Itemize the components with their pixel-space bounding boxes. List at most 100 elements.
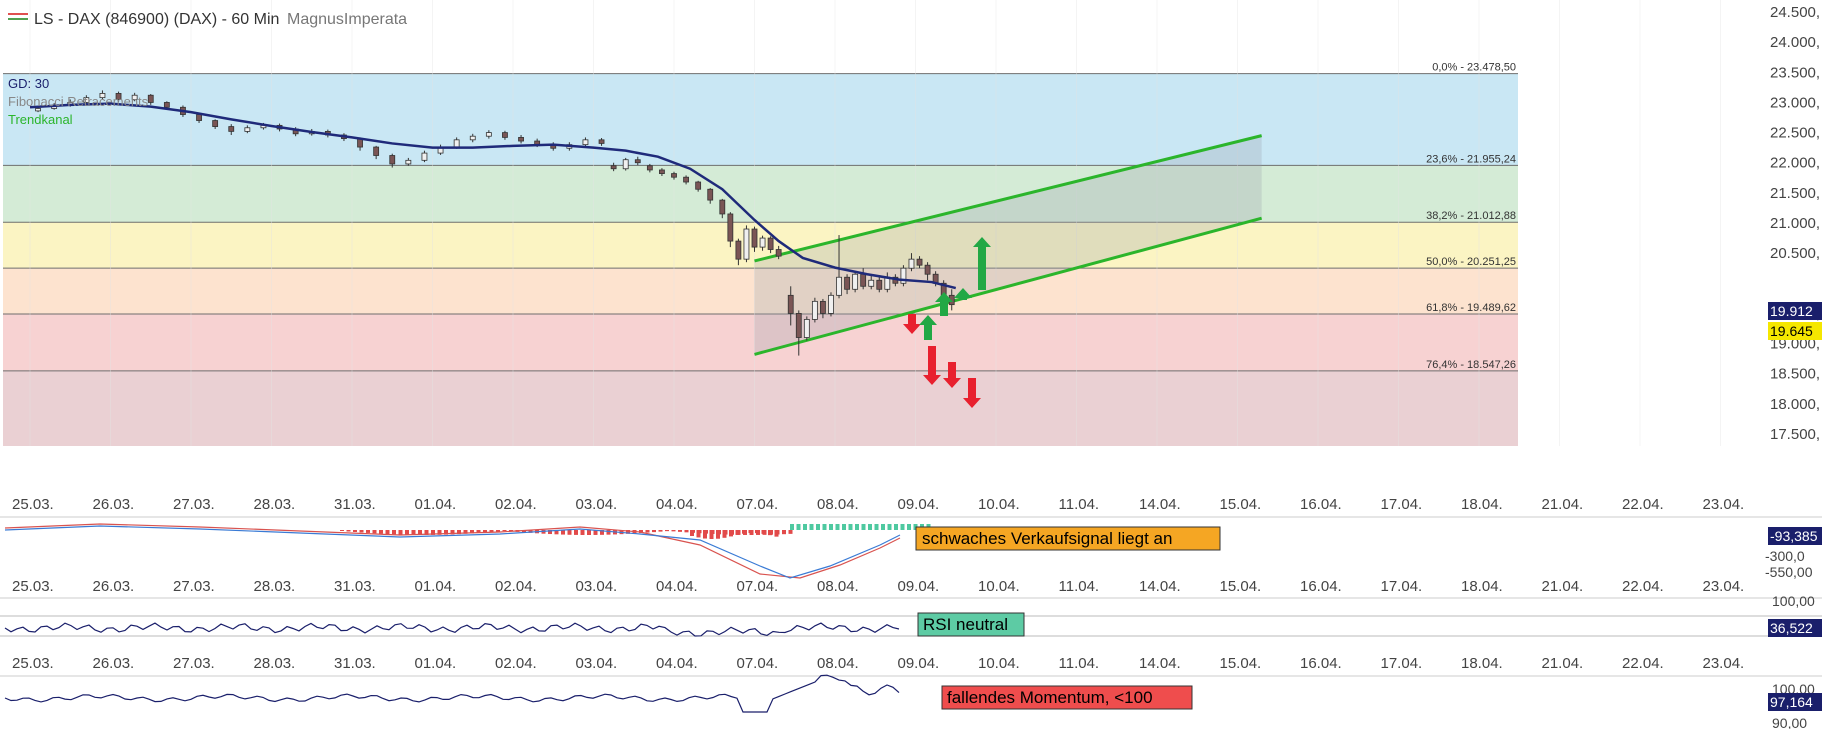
down-arrow <box>923 346 941 385</box>
macd-histogram-bar <box>411 530 416 535</box>
macd-histogram-bar <box>684 530 689 533</box>
x-tick-label: 28.03. <box>254 496 296 513</box>
macd-histogram-bar <box>748 530 753 534</box>
candle <box>707 188 714 201</box>
current-price-tag: 19.912 <box>1770 303 1813 319</box>
macd-histogram-bar <box>548 530 552 535</box>
macd-histogram-bar <box>398 530 403 535</box>
y-tick-label: -550,00 <box>1765 564 1813 580</box>
author-label: MagnusImperata <box>287 11 407 28</box>
candle <box>469 135 476 141</box>
x-tick-label: 25.03. <box>12 655 54 672</box>
candle <box>683 176 689 183</box>
macd-histogram-bar <box>359 530 364 533</box>
macd-histogram-bar <box>444 530 448 535</box>
candle <box>868 279 875 287</box>
up-arrow <box>935 292 953 316</box>
macd-histogram-bar <box>887 524 892 530</box>
x-tick-label: 09.04. <box>898 496 940 513</box>
x-tick-label: 08.04. <box>817 578 859 595</box>
macd-histogram-bar <box>816 524 820 530</box>
fib-level-label: 38,2% - 21.012,88 <box>1426 210 1516 222</box>
y-tick-label: 90,00 <box>1772 715 1807 729</box>
candle <box>811 300 818 320</box>
x-tick-label: 10.04. <box>978 496 1020 513</box>
candle <box>659 169 665 174</box>
macd-annotation: schwaches Verkaufsignal liegt an <box>922 529 1172 548</box>
macd-signal-line <box>4 523 901 579</box>
candle <box>727 213 734 242</box>
macd-histogram-bar <box>861 524 866 530</box>
candle <box>735 240 742 260</box>
x-tick-label: 01.04. <box>415 655 457 672</box>
candle <box>844 276 850 290</box>
candle <box>852 273 859 290</box>
macd-histogram-bar <box>639 530 643 534</box>
candle <box>244 127 251 132</box>
x-tick-label: 02.04. <box>495 496 537 513</box>
chart-title: LS - DAX (846900) (DAX) - 60 Min <box>34 11 279 28</box>
x-tick-label: 17.04. <box>1381 578 1423 595</box>
macd-histogram-bar <box>424 530 429 535</box>
macd-histogram-bar <box>470 530 474 534</box>
macd-histogram-bar <box>418 530 422 535</box>
macd-histogram-bar <box>822 524 827 530</box>
x-tick-label: 22.04. <box>1622 496 1664 513</box>
y-tick-label: -300,0 <box>1765 548 1805 564</box>
macd-histogram-bar <box>405 530 409 535</box>
macd-histogram-bar <box>580 530 585 535</box>
rsi-line <box>4 622 900 637</box>
macd-histogram-bar <box>729 530 733 537</box>
x-tick-label: 15.04. <box>1220 655 1262 672</box>
candle <box>924 264 931 275</box>
candle <box>876 279 883 290</box>
x-tick-label: 09.04. <box>898 655 940 672</box>
candle <box>803 319 810 338</box>
candle <box>795 313 802 338</box>
candle <box>485 132 492 137</box>
fib-band <box>3 370 1518 446</box>
macd-histogram-bar <box>803 524 807 530</box>
fib-band <box>3 165 1518 223</box>
momentum-value-tag-bg <box>1768 693 1822 711</box>
macd-histogram-bar <box>690 530 694 536</box>
x-tick-label: 03.04. <box>576 655 618 672</box>
x-tick-label: 01.04. <box>415 578 457 595</box>
macd-histogram-bar <box>431 530 435 535</box>
x-tick-label: 11.04. <box>1059 578 1100 595</box>
macd-histogram-bar <box>554 530 559 535</box>
x-tick-label: 27.03. <box>173 578 215 595</box>
x-tick-label: 07.04. <box>737 655 779 672</box>
macd-histogram-bar <box>353 530 357 532</box>
x-tick-label: 16.04. <box>1300 655 1342 672</box>
fib-level-label: 23,6% - 21.955,24 <box>1426 153 1516 165</box>
x-tick-label: 27.03. <box>173 655 215 672</box>
x-tick-label: 31.03. <box>334 578 376 595</box>
x-tick-label: 18.04. <box>1461 578 1503 595</box>
x-tick-label: 03.04. <box>576 578 618 595</box>
fib-level-label: 76,4% - 18.547,26 <box>1426 359 1516 371</box>
candle <box>908 258 915 269</box>
momentum-annotation: fallendes Momentum, <100 <box>947 688 1153 707</box>
x-tick-label: 17.04. <box>1381 655 1423 672</box>
candle <box>518 137 524 142</box>
candle <box>453 139 460 148</box>
macd-histogram-bar <box>788 530 793 534</box>
candle <box>634 159 641 164</box>
macd-histogram-bar <box>522 530 526 533</box>
x-tick-label: 28.03. <box>254 578 296 595</box>
candle <box>163 102 170 108</box>
x-tick-label: 04.04. <box>656 655 698 672</box>
macd-histogram-bar <box>665 530 669 532</box>
candle <box>99 93 106 99</box>
y-tick-label: 23.500, <box>1770 64 1820 81</box>
macd-histogram-bar <box>809 524 814 530</box>
x-tick-label: 25.03. <box>12 496 54 513</box>
x-tick-label: 15.04. <box>1220 496 1262 513</box>
candle <box>787 294 794 314</box>
macd-histogram-bar <box>829 524 833 530</box>
macd-annotation-box <box>915 526 1221 551</box>
macd-histogram-bar <box>868 524 872 530</box>
fib-band <box>3 73 1518 166</box>
ma-label: GD: 30 <box>8 76 49 91</box>
